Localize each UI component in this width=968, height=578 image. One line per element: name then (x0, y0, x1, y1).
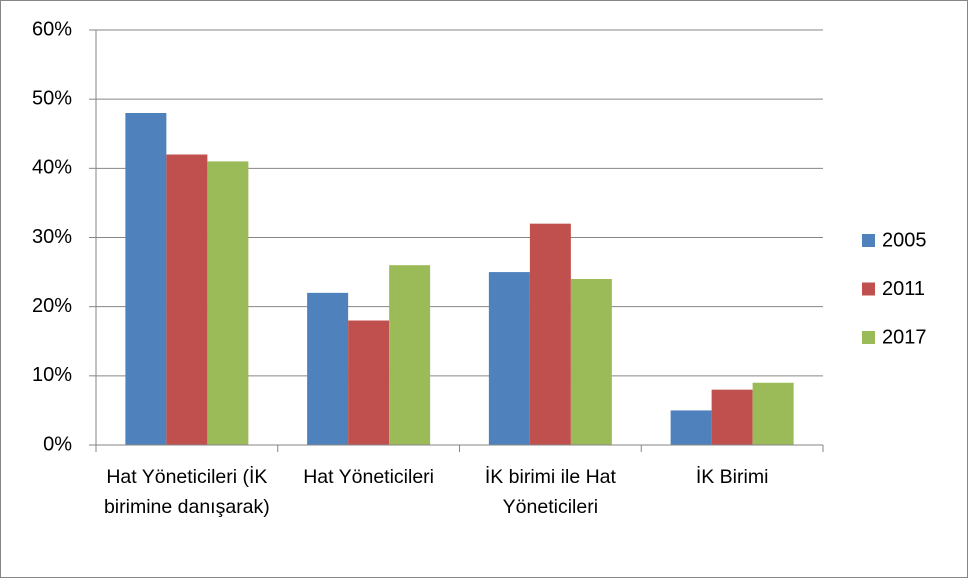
y-tick-label: 0% (43, 433, 72, 455)
bar (207, 161, 249, 445)
legend-label: 2005 (882, 229, 927, 251)
bar (711, 389, 753, 445)
bar (670, 410, 712, 445)
bar (488, 272, 530, 445)
bar (125, 113, 167, 445)
legend-swatch (862, 282, 875, 296)
bar (389, 265, 431, 445)
x-tick-label: Hat Yöneticileri (İK birimine danışarak) (103, 466, 270, 518)
y-tick-label: 60% (32, 18, 72, 40)
legend-swatch (862, 234, 875, 247)
x-tick-label: Hat Yöneticileri (303, 466, 435, 488)
y-tick-label: 30% (32, 226, 72, 248)
y-tick-label: 40% (32, 157, 72, 179)
y-tick-label: 50% (32, 87, 72, 109)
bar (348, 320, 390, 445)
bar (166, 154, 208, 445)
bar (570, 279, 612, 445)
y-tick-label: 20% (32, 295, 72, 317)
x-tick-label: İK Birimi (695, 466, 769, 488)
legend-label: 2017 (882, 326, 927, 348)
bar (307, 292, 349, 445)
bar (752, 382, 794, 445)
legend-swatch (862, 331, 875, 344)
legend-label: 2011 (882, 278, 925, 300)
y-tick-label: 10% (32, 364, 72, 386)
x-tick-label: İK birimi ile Hat Yöneticileri (484, 466, 616, 518)
bar (529, 223, 571, 445)
